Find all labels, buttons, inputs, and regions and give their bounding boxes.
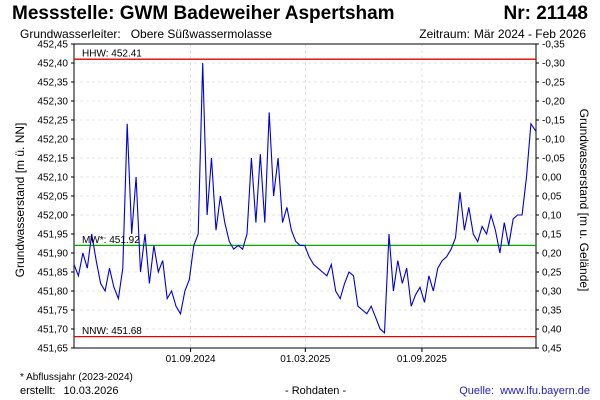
y-tick-label-right: 0,05: [542, 192, 562, 203]
source-link[interactable]: www.lfu.bayern.de: [500, 385, 590, 397]
y-tick-label-right: 0,30: [542, 287, 562, 298]
y-tick-label-left: 451,95: [37, 230, 68, 241]
station-number: Nr: 21148: [503, 3, 588, 24]
ref-label-mw: MW*: 451.92: [82, 235, 140, 246]
x-tick-label: 01.09.2024: [166, 354, 216, 365]
y-tick-label-left: 452,40: [37, 59, 68, 70]
period-value: Mär 2024 - Feb 2026: [473, 27, 586, 41]
x-tick-label: 01.03.2025: [280, 354, 330, 365]
y-tick-label-left: 451,75: [37, 306, 68, 317]
ref-label-nnw: NNW: 451.68: [82, 326, 142, 337]
y-tick-label-right: -0,35: [542, 40, 565, 51]
y-tick-label-right: -0,30: [542, 59, 565, 70]
y-tick-label-right: 0,15: [542, 230, 562, 241]
y-tick-label-left: 452,35: [37, 78, 68, 89]
left-axis: 452,45 452,40 452,35 452,30 452,25 452,20 452,…: [37, 40, 74, 355]
source-label: Quelle:: [459, 385, 495, 397]
y-tick-label-right: -0,25: [542, 78, 565, 89]
period-info: Zeitraum: Mär 2024 - Feb 2026: [419, 27, 586, 41]
aquifer-info: Grundwasserleiter: Obere Süßwassermolasse: [20, 27, 272, 41]
y-tick-label-left: 452,00: [37, 211, 68, 222]
raw-data-note: - Rohdaten -: [285, 385, 347, 397]
y-axis-label-left: Grundwasserstand [m ü. NN]: [13, 123, 27, 278]
station-title: Messstelle: GWM Badeweiher Aspertsham: [12, 3, 395, 24]
y-tick-label-right: -0,15: [542, 116, 565, 127]
created-date: erstellt: 10.03.2026: [20, 385, 119, 397]
created-label: erstellt:: [20, 385, 56, 397]
y-tick-label-left: 451,70: [37, 325, 68, 336]
y-tick-label-right: 0,40: [542, 325, 562, 336]
y-tick-label-left: 452,45: [37, 40, 68, 51]
y-tick-label-right: 0,45: [542, 344, 562, 355]
y-tick-label-left: 452,05: [37, 192, 68, 203]
y-tick-label-left: 451,90: [37, 249, 68, 260]
source: Quelle: www.lfu.bayern.de: [459, 385, 590, 397]
y-tick-label-left: 452,25: [37, 116, 68, 127]
y-tick-label-right: 0,25: [542, 268, 562, 279]
y-tick-label-right: 0,00: [542, 173, 562, 184]
y-tick-label-left: 452,20: [37, 135, 68, 146]
grid: [74, 44, 536, 348]
y-tick-label-right: -0,20: [542, 97, 565, 108]
y-tick-label-right: -0,10: [542, 135, 565, 146]
created-value: 10.03.2026: [63, 385, 119, 397]
right-axis: -0,35 -0,30 -0,25 -0,20 -0,15 -0,10 -0,05 0,00 0…: [536, 40, 565, 355]
y-tick-label-right: 0,20: [542, 249, 562, 260]
ref-label-hhw: HHW: 452.41: [82, 49, 142, 60]
y-tick-label-left: 452,15: [37, 154, 68, 165]
x-axis: 01.09.2024 01.03.2025 01.09.2025: [166, 348, 447, 365]
y-axis-label-right: Grundwasserstand [m u. Gelände]: [577, 109, 591, 292]
y-tick-label-left: 451,65: [37, 344, 68, 355]
series-line: [73, 62, 537, 334]
x-tick-label: 01.09.2025: [397, 354, 447, 365]
y-tick-label-left: 452,30: [37, 97, 68, 108]
reference-labels: HHW: 452.41 MW*: 451.92 NNW: 451.68: [82, 49, 142, 337]
y-tick-label-right: 0,35: [542, 306, 562, 317]
aquifer-value: Obere Süßwassermolasse: [130, 27, 273, 41]
y-tick-label-right: 0,10: [542, 211, 562, 222]
y-tick-label-left: 452,10: [37, 173, 68, 184]
y-tick-label-left: 451,85: [37, 268, 68, 279]
aquifer-label: Grundwasserleiter:: [20, 27, 121, 41]
y-tick-label-left: 451,80: [37, 287, 68, 298]
y-tick-label-right: -0,05: [542, 154, 565, 165]
period-label: Zeitraum:: [419, 27, 470, 41]
footnote: * Abflussjahr (2023-2024): [20, 372, 133, 383]
